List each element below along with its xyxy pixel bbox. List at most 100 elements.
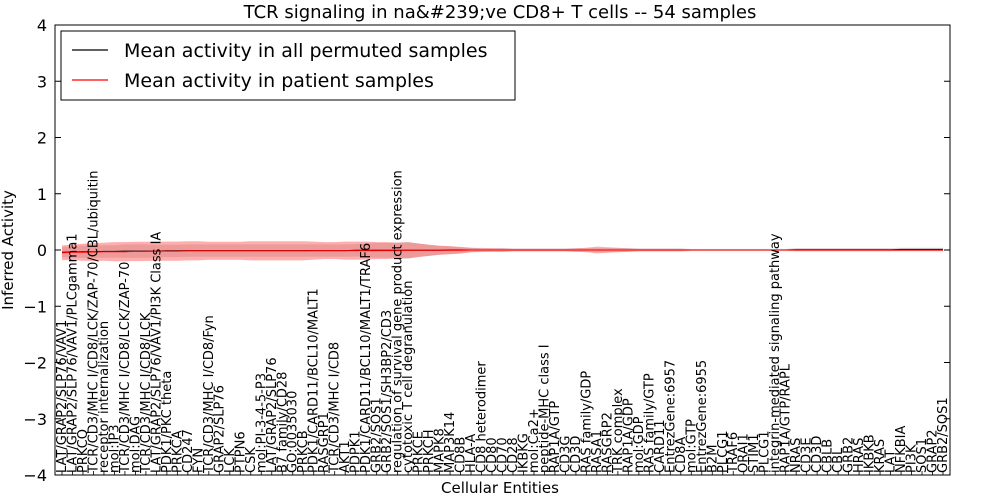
entity-label: RAP1A/GDP	[621, 398, 636, 473]
y-axis-ticks: 4 3 2 1 0 −1 −2 −3 −4	[23, 16, 950, 485]
entity-label: regulation of survival gene product expr…	[391, 170, 406, 473]
entity-label: HRAS	[852, 438, 867, 473]
entity-label: GRB2/SOS1	[370, 397, 385, 473]
entity-label: ORAI1	[737, 433, 752, 473]
patient-band	[62, 241, 943, 262]
entity-label: PDK1/PKC theta	[160, 371, 175, 473]
entity-label: GO:0035030	[286, 391, 301, 473]
entity-label: receptor internalization	[97, 321, 112, 473]
x-axis-entity-labels: LAT/GRAP2/SLP76/VAV1LAT/GRAP2/SLP76/VAV1…	[55, 170, 951, 475]
entity-label: LCK	[223, 448, 238, 473]
entity-label: TCR/CD3/MHC I/CD8/LCK/ZAP-70/CBL/ubiquit…	[87, 170, 102, 474]
entity-label: mol:PI-3-4-5-P3	[254, 373, 269, 473]
entity-label: HLA-A	[464, 434, 479, 473]
legend-permuted-label: Mean activity in all permuted samples	[124, 40, 487, 62]
lines-layer	[61, 248, 943, 254]
entity-label: SOS1	[915, 438, 930, 473]
entity-label: EntrezGene:6957	[663, 360, 678, 473]
entity-label: IKBKG	[517, 433, 532, 473]
entity-label: LAT	[884, 450, 899, 473]
entity-label: PLCG1	[758, 430, 773, 473]
entity-label: TCR/CD3/MHC I/CD8/LCK/ZAP-70	[118, 262, 133, 474]
y-axis-label: Inferred Activity	[0, 190, 17, 310]
y-tick-label: 2	[37, 129, 47, 148]
entity-label: CD8 heterodimer	[475, 361, 490, 473]
entity-label: AKT1	[338, 440, 353, 473]
entity-label: EntrezGene:6955	[695, 360, 710, 473]
y-tick-label: 1	[37, 185, 47, 204]
y-tick-label: 4	[37, 16, 47, 35]
entity-label: RAP1A/GTP/RAPL	[779, 363, 794, 473]
entity-label: TRAF6	[726, 432, 741, 474]
y-tick-label: −1	[23, 297, 47, 316]
entity-label: RAP1A/GTP	[548, 401, 563, 473]
y-tick-label: 3	[37, 72, 47, 91]
entity-label: CD3E	[800, 437, 815, 473]
entity-label: CD80	[485, 437, 500, 473]
entity-label: LAT/GRAP2/SLP76/VAV1/PLCgamma1	[66, 233, 81, 473]
legend: Mean activity in all permuted samples Me…	[60, 30, 516, 101]
legend-box	[60, 30, 516, 101]
entity-label: NFKBIA	[894, 426, 909, 473]
entity-label: CD70	[496, 437, 511, 473]
entity-label: cytotoxic T cell degranulation	[401, 281, 416, 473]
entity-label: GRB2/SOS1	[936, 397, 951, 473]
entity-label: TRK complex	[611, 388, 626, 474]
entity-label: GRB2	[842, 437, 857, 473]
entity-label: mol:DAG	[128, 416, 143, 473]
entity-label: RAS family/GTP	[642, 373, 657, 473]
plot-frame	[54, 24, 951, 476]
entity-label: mol:GTP	[684, 419, 699, 473]
patient-mean-line	[61, 249, 943, 254]
entity-label: mol:GDP	[632, 416, 647, 473]
entity-label: GRAP2	[926, 429, 941, 473]
entity-label: PLCG1	[716, 430, 731, 473]
entity-label: LAT/GRAP2/SLP76/VAV1	[55, 320, 70, 473]
entity-label: PRKCH	[422, 429, 437, 473]
entity-label: PRKCE	[412, 431, 427, 473]
entity-label: NRAS	[789, 438, 804, 473]
y-tick-label: −2	[23, 354, 47, 373]
entity-label: PRKCB	[296, 430, 311, 473]
legend-patient-label: Mean activity in patient samples	[124, 70, 434, 92]
entity-label: CD3G	[558, 436, 573, 473]
entity-label: PDPK1	[349, 431, 364, 474]
entity-label: RASGRP2	[600, 412, 615, 473]
entity-label: FYN	[191, 448, 206, 473]
entity-label: RASA1	[590, 430, 605, 473]
entity-label: PRKCA	[170, 430, 185, 473]
entity-label: KRAS	[873, 439, 888, 473]
entity-label: RASGRP1	[317, 412, 332, 473]
entity-label: RAS family/GDP	[579, 371, 594, 473]
entity-label: CD3D	[810, 436, 825, 473]
entity-label: TCR/CD3/MHC I/CD8/LCK	[139, 312, 154, 474]
entity-label: PDK1/CARD11/BCL10/MALT1/TRAF6	[359, 243, 374, 473]
entity-label: CD3D	[569, 436, 584, 473]
entity-label: CARD11	[653, 419, 668, 473]
entity-label: PTPN6	[233, 431, 248, 473]
entity-label: CD8A	[674, 437, 689, 473]
entity-label: LAT/GRAP2/SLP76/VAV1/PI3K Class IA	[149, 232, 164, 473]
entity-label: mol:IP3	[107, 424, 122, 473]
entity-label: B2M	[705, 445, 720, 473]
entity-label: PI3K	[905, 444, 920, 473]
entity-label: GRAP2/SLP76	[212, 385, 227, 473]
entity-label: GRB2/SOS1/SH3BP2/CD3	[380, 310, 395, 473]
y-tick-label: −4	[23, 466, 47, 485]
entity-label: CSK	[244, 447, 259, 473]
entity-label: CD28	[506, 437, 521, 473]
entity-label: STIM1	[747, 433, 762, 473]
entity-label: mol:Ca2+	[527, 408, 542, 473]
entity-label: CBLB	[821, 439, 836, 473]
entity-label: B7 family/CD28	[275, 372, 290, 473]
chart-title: TCR signaling in na&#239;ve CD8+ T cells…	[243, 2, 757, 23]
entity-label: MAP3K14	[443, 412, 458, 473]
y-tick-label: −3	[23, 410, 47, 429]
entity-label: TCR/CD3/MHC I/CD8	[328, 342, 343, 474]
entity-label: CD247	[181, 429, 196, 473]
entity-label: IKBKB	[863, 434, 878, 473]
x-axis-label: Cellular Entities	[441, 479, 559, 497]
y-tick-label: 0	[37, 241, 47, 260]
entity-label: CBL	[831, 447, 846, 473]
